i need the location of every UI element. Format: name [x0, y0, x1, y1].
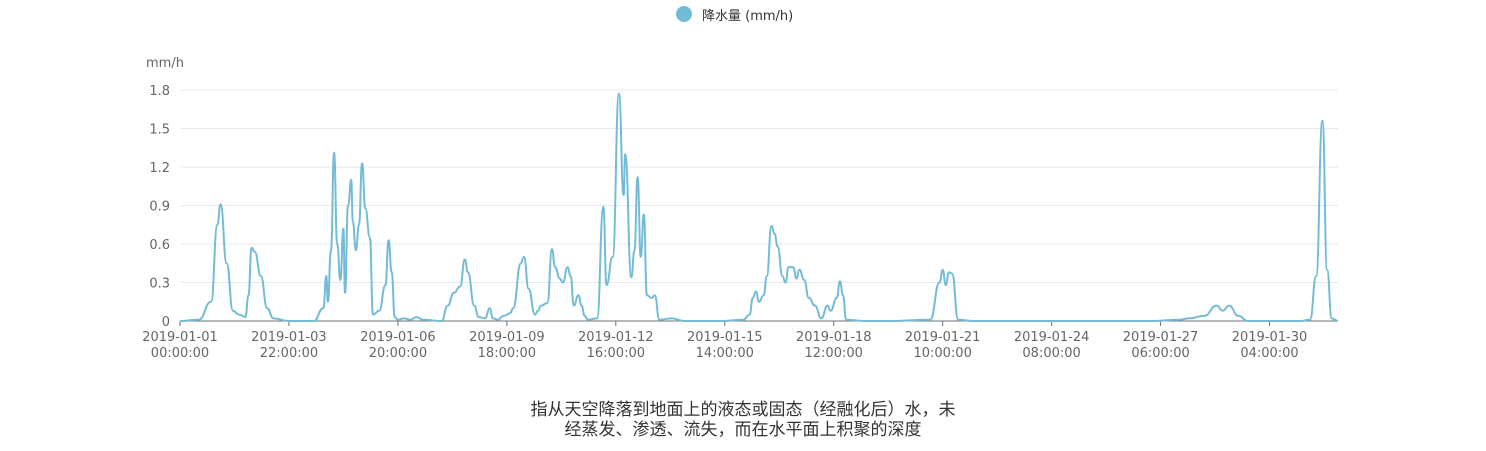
- x-tick-label-time: 14:00:00: [696, 346, 754, 361]
- y-tick-label: 0: [162, 315, 170, 330]
- y-axis: 0 0.3 0.6 0.9 1.2 1.5 1.8: [149, 84, 170, 330]
- y-tick-label: 1.2: [149, 161, 170, 176]
- x-tick-label-date: 2019-01-27: [1123, 330, 1199, 345]
- chart-description: 指从天空降落到地面上的液态或固态（经融化后）水，未 经蒸发、渗透、流失，而在水平…: [0, 400, 1486, 440]
- series-group: [179, 92, 1339, 323]
- legend-marker: [676, 6, 692, 22]
- legend-label: 降水量 (mm/h): [702, 8, 794, 24]
- grid-lines: [180, 89, 1338, 283]
- y-tick-label: 0.6: [149, 238, 170, 253]
- x-tick-label-date: 2019-01-03: [251, 330, 327, 345]
- x-tick-label-date: 2019-01-15: [687, 330, 763, 345]
- series-line: [179, 92, 1339, 323]
- x-tick-label-time: 00:00:00: [151, 346, 209, 361]
- caption-line-2: 经蒸发、渗透、流失，而在水平面上积聚的深度: [564, 420, 922, 440]
- caption-line-1: 指从天空降落到地面上的液态或固态（经融化后）水，未: [530, 400, 956, 420]
- x-tick-label-time: 18:00:00: [478, 346, 536, 361]
- x-tick-label-date: 2019-01-18: [796, 330, 872, 345]
- x-tick-label-time: 20:00:00: [369, 346, 427, 361]
- x-tick-label-time: 04:00:00: [1240, 346, 1298, 361]
- x-tick-label-time: 22:00:00: [260, 346, 318, 361]
- y-tick-label: 0.9: [149, 200, 170, 215]
- x-tick-label-time: 12:00:00: [805, 346, 863, 361]
- x-tick-label-time: 08:00:00: [1022, 346, 1080, 361]
- x-tick-label-date: 2019-01-09: [469, 330, 545, 345]
- y-tick-label: 0.3: [149, 277, 170, 292]
- x-tick-label-date: 2019-01-21: [905, 330, 981, 345]
- x-tick-label-time: 06:00:00: [1131, 346, 1189, 361]
- x-tick-label-time: 16:00:00: [587, 346, 645, 361]
- y-tick-label: 1.5: [149, 123, 170, 138]
- x-tick-label-time: 10:00:00: [913, 346, 971, 361]
- x-tick-label-date: 2019-01-01: [142, 330, 218, 345]
- x-tick-label-date: 2019-01-24: [1014, 330, 1090, 345]
- x-tick-label-date: 2019-01-12: [578, 330, 654, 345]
- y-axis-label: mm/h: [146, 56, 184, 71]
- x-tick-label-date: 2019-01-30: [1232, 330, 1308, 345]
- legend[interactable]: 降水量 (mm/h): [676, 4, 793, 24]
- y-tick-label: 1.8: [149, 84, 170, 99]
- x-tick-label-date: 2019-01-06: [360, 330, 436, 345]
